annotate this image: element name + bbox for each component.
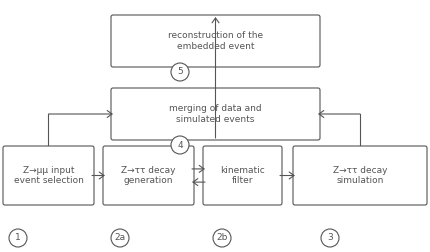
Circle shape — [212, 229, 230, 247]
Circle shape — [171, 63, 189, 81]
Circle shape — [171, 136, 189, 154]
Circle shape — [320, 229, 338, 247]
FancyBboxPatch shape — [103, 146, 194, 205]
Circle shape — [9, 229, 27, 247]
Text: 3: 3 — [326, 234, 332, 242]
FancyBboxPatch shape — [111, 15, 319, 67]
FancyBboxPatch shape — [3, 146, 94, 205]
FancyBboxPatch shape — [292, 146, 426, 205]
Text: Z→μμ input
event selection: Z→μμ input event selection — [13, 166, 83, 185]
Text: Z→ττ decay
generation: Z→ττ decay generation — [121, 166, 175, 185]
FancyBboxPatch shape — [203, 146, 281, 205]
Text: 5: 5 — [177, 68, 182, 77]
Text: 2a: 2a — [114, 234, 125, 242]
Text: reconstruction of the
embedded event: reconstruction of the embedded event — [168, 31, 262, 51]
Text: merging of data and
simulated events: merging of data and simulated events — [169, 104, 261, 124]
FancyBboxPatch shape — [111, 88, 319, 140]
Text: 1: 1 — [15, 234, 21, 242]
Text: 4: 4 — [177, 141, 182, 149]
Text: kinematic
filter: kinematic filter — [220, 166, 264, 185]
Text: Z→ττ decay
simulation: Z→ττ decay simulation — [332, 166, 386, 185]
Text: 2b: 2b — [216, 234, 227, 242]
Circle shape — [111, 229, 129, 247]
